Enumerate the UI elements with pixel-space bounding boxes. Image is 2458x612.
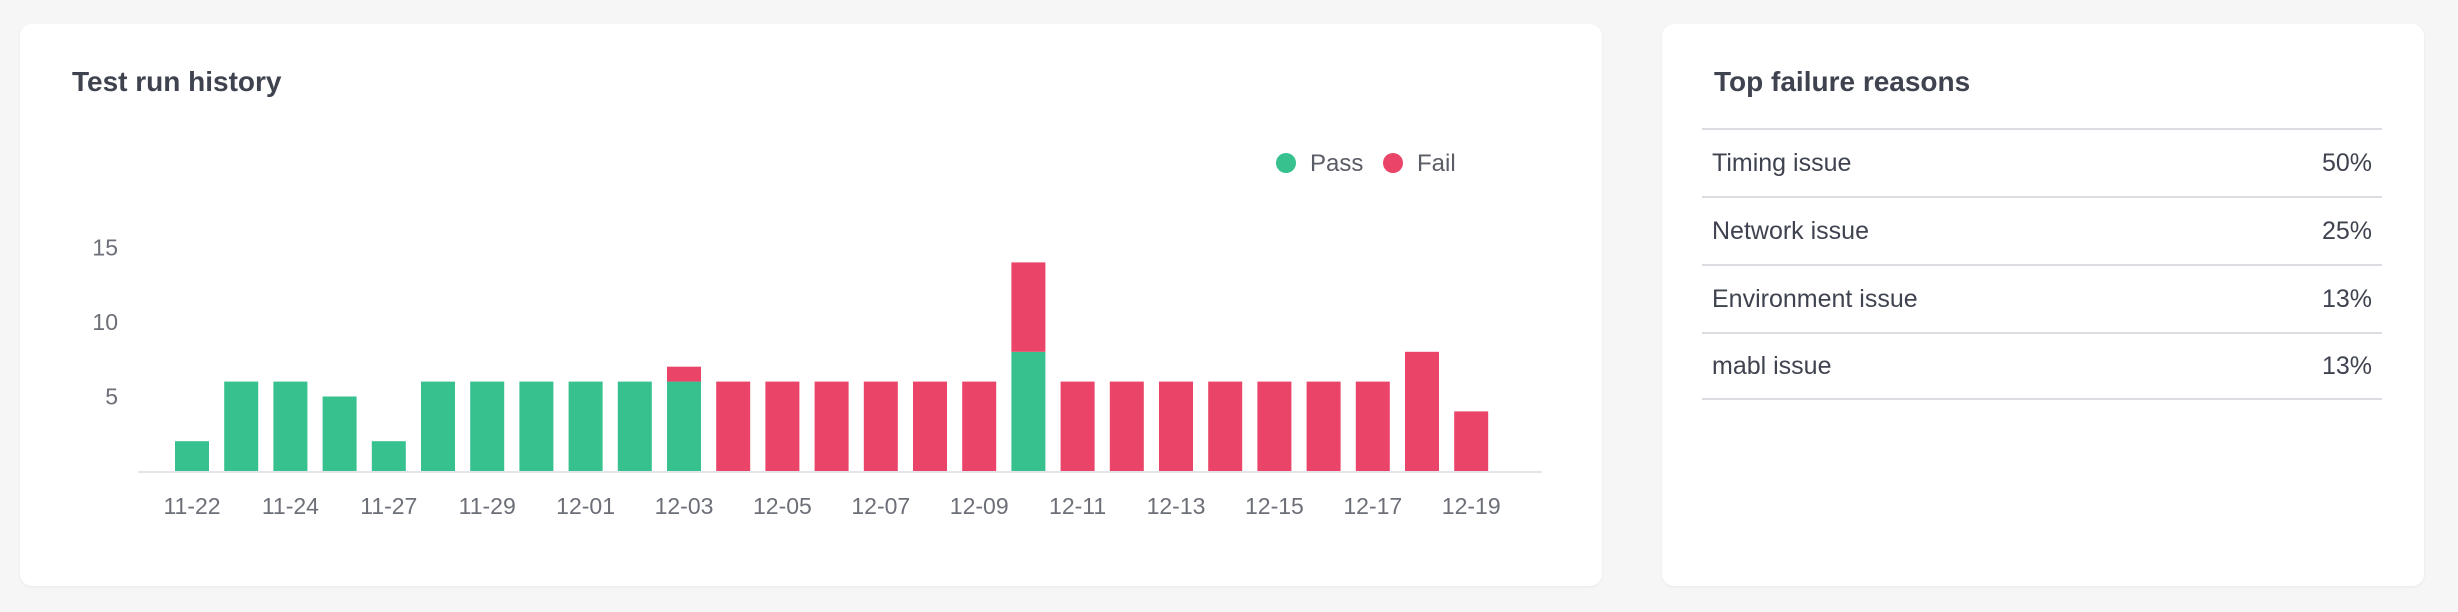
x-tick-label: 12-15 <box>1245 493 1304 519</box>
failure-reason-row[interactable]: Environment issue 13% <box>1702 264 2382 332</box>
bar-fail <box>1405 351 1439 471</box>
bar-pass <box>519 381 554 471</box>
bar-fail <box>814 381 849 471</box>
x-tick-label: 12-11 <box>1049 493 1106 519</box>
x-tick-label: 11-27 <box>360 493 417 519</box>
x-tick-label: 12-17 <box>1343 493 1402 519</box>
bar-fail <box>716 381 751 471</box>
failure-reason-row[interactable]: Network issue 25% <box>1702 196 2382 264</box>
x-tick-label: 12-01 <box>556 493 615 519</box>
bar-fail <box>1109 381 1144 471</box>
failure-reason-label: mabl issue <box>1712 351 1832 380</box>
failure-reason-percent: 50% <box>2321 148 2372 177</box>
bar-pass <box>470 381 505 471</box>
top-failure-reasons-card: Top failure reasons Timing issue 50% Net… <box>1662 24 2424 586</box>
failure-reason-label: Environment issue <box>1712 284 1918 313</box>
bar-fail <box>1060 381 1095 471</box>
bar-fail <box>1355 381 1390 471</box>
bar-pass <box>371 441 406 471</box>
bar-pass <box>1011 351 1046 471</box>
failure-reason-label: Timing issue <box>1712 148 1852 177</box>
bar-pass <box>667 381 701 471</box>
x-tick-label: 12-05 <box>753 493 812 519</box>
legend-label: Pass <box>1310 150 1363 177</box>
bar-pass <box>273 381 308 471</box>
bar-fail <box>1159 381 1193 471</box>
failure-reason-percent: 25% <box>2321 216 2372 245</box>
bar-pass <box>175 441 209 471</box>
x-tick-label: 12-19 <box>1442 493 1501 519</box>
legend-label: Fail <box>1417 150 1456 177</box>
failure-reason-percent: 13% <box>2321 284 2372 313</box>
bar-fail <box>913 381 947 471</box>
card-title: Test run history <box>72 66 282 97</box>
failure-reason-label: Network issue <box>1712 216 1869 245</box>
bar-fail <box>1257 381 1292 471</box>
failure-reason-row[interactable]: mabl issue 13% <box>1702 332 2382 400</box>
bar-fail <box>962 381 997 471</box>
bar-pass <box>568 381 603 471</box>
bar-fail <box>1011 262 1046 352</box>
bar-fail <box>1208 381 1243 471</box>
x-tick-label: 11-22 <box>163 493 220 519</box>
bar-fail <box>765 381 800 471</box>
y-tick-label: 15 <box>92 235 118 261</box>
legend-dot-pass-icon <box>1276 153 1296 173</box>
x-tick-label: 11-24 <box>262 493 319 519</box>
bar-fail <box>1454 411 1489 471</box>
card-title: Top failure reasons <box>1714 66 1971 97</box>
x-tick-label: 12-07 <box>851 493 910 519</box>
x-tick-label: 11-29 <box>459 493 516 519</box>
test-run-history-card: Test run history 5 10 15 11-22 11-24 11-27 11-… <box>20 24 1602 586</box>
bar-fail <box>863 381 898 471</box>
x-tick-label: 12-09 <box>950 493 1009 519</box>
failure-reasons-list: Timing issue 50% Network issue 25% Envir… <box>1702 128 2382 400</box>
test-run-history-chart: 5 10 15 11-22 11-24 11-27 11-29 12-01 12-03 12-05… <box>92 150 1542 519</box>
bar-pass <box>322 396 357 471</box>
y-tick-label: 10 <box>92 309 118 335</box>
bar-fail <box>1306 381 1341 471</box>
failure-reason-row[interactable]: Timing issue 50% <box>1702 128 2382 196</box>
bar-pass <box>224 381 259 471</box>
y-tick-label: 5 <box>105 384 118 410</box>
bar-pass <box>617 381 652 471</box>
x-tick-label: 12-03 <box>655 493 714 519</box>
legend-dot-fail-icon <box>1383 153 1403 173</box>
failure-reason-percent: 13% <box>2321 351 2372 380</box>
bar-pass <box>421 381 455 471</box>
bar-fail <box>667 366 701 382</box>
x-tick-label: 12-13 <box>1147 493 1206 519</box>
